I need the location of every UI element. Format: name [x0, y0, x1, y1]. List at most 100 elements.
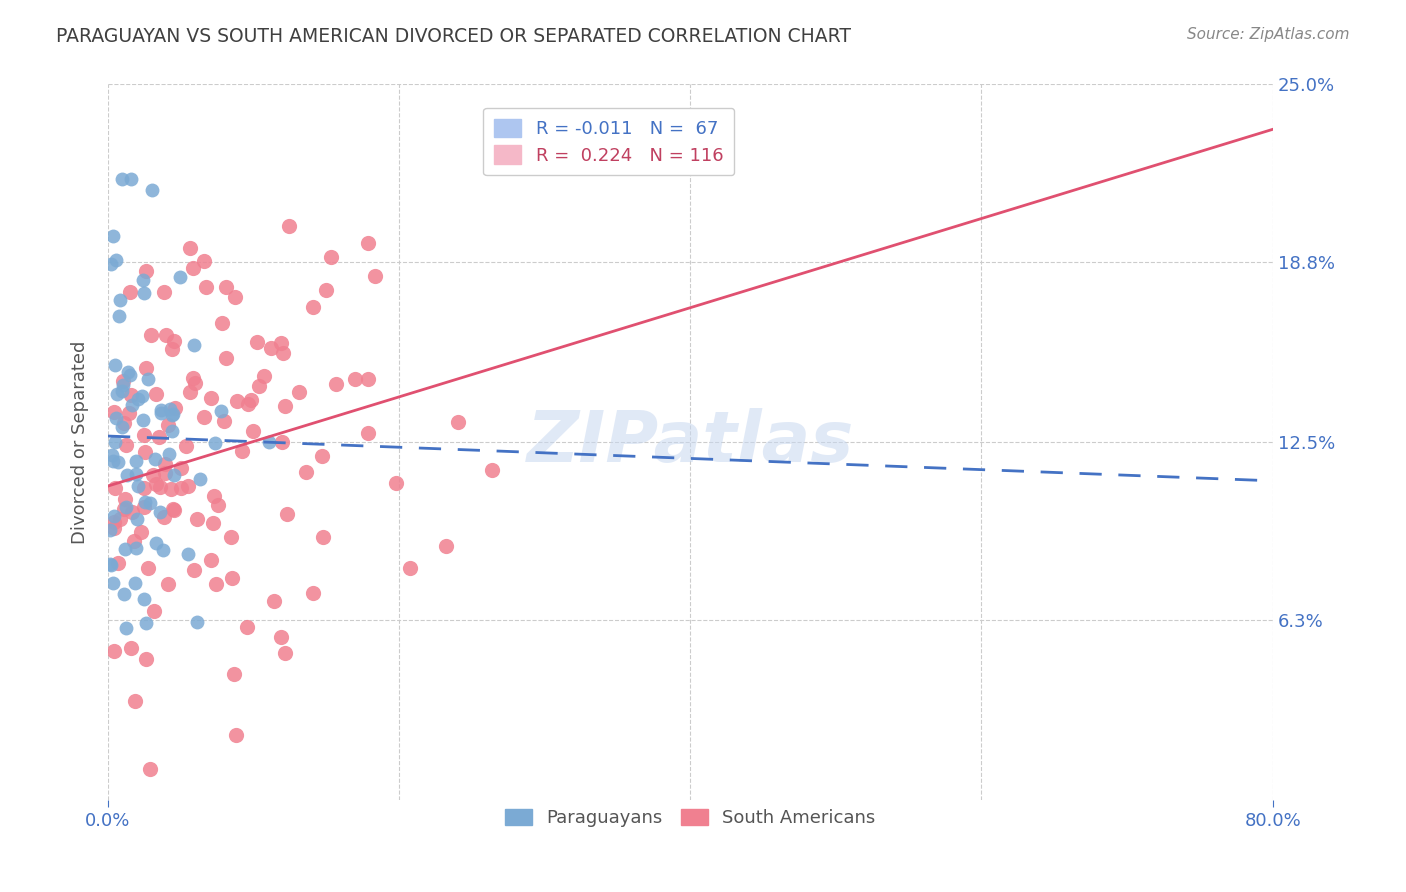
Point: [288, 385, 311, 400]
Point: [163, 502, 186, 516]
Point: [117, 365, 139, 379]
Point: [112, 378, 135, 392]
Point: [124, 576, 146, 591]
Point: [124, 541, 146, 556]
Point: [141, 183, 163, 197]
Point: [149, 505, 172, 519]
Point: [104, 481, 127, 495]
Point: [160, 409, 183, 423]
Point: [135, 615, 157, 630]
Point: [315, 283, 337, 297]
Point: [183, 564, 205, 578]
Point: [183, 376, 205, 390]
Point: [156, 418, 179, 433]
Point: [325, 376, 347, 391]
Point: [132, 591, 155, 606]
Point: [160, 342, 183, 356]
Point: [127, 479, 149, 493]
Point: [273, 399, 295, 413]
Point: [174, 439, 197, 453]
Point: [204, 577, 226, 591]
Point: [101, 228, 124, 243]
Text: Source: ZipAtlas.com: Source: ZipAtlas.com: [1187, 27, 1350, 42]
Point: [111, 384, 134, 398]
Point: [111, 374, 134, 388]
Point: [225, 394, 247, 409]
Point: [356, 426, 378, 441]
Point: [186, 615, 208, 630]
Point: [311, 450, 333, 464]
Point: [129, 525, 152, 540]
Point: [103, 405, 125, 419]
Point: [246, 335, 269, 350]
Point: [162, 502, 184, 516]
Point: [134, 445, 156, 459]
Point: [134, 285, 156, 300]
Point: [344, 372, 367, 386]
Point: [319, 250, 342, 264]
Point: [131, 413, 153, 427]
Point: [101, 575, 124, 590]
Point: [259, 434, 281, 449]
Point: [143, 452, 166, 467]
Point: [153, 457, 176, 471]
Point: [225, 728, 247, 742]
Point: [177, 547, 200, 561]
Point: [100, 257, 122, 271]
Point: [98, 557, 121, 571]
Point: [122, 533, 145, 548]
Point: [278, 219, 301, 234]
Point: [301, 586, 323, 600]
Point: [100, 558, 122, 573]
Point: [434, 539, 457, 553]
Point: [247, 378, 270, 392]
Point: [132, 428, 155, 442]
Point: [101, 448, 124, 462]
Point: [204, 436, 226, 450]
Point: [114, 542, 136, 557]
Point: [200, 391, 222, 405]
Point: [139, 328, 162, 343]
Point: [112, 501, 135, 516]
Point: [107, 556, 129, 570]
Point: [399, 561, 422, 575]
Point: [163, 467, 186, 482]
Point: [104, 358, 127, 372]
Point: [115, 467, 138, 482]
Point: [121, 505, 143, 519]
Point: [260, 342, 283, 356]
Point: [302, 300, 325, 314]
Point: [239, 393, 262, 408]
Point: [193, 409, 215, 424]
Point: [153, 509, 176, 524]
Point: [170, 481, 193, 495]
Point: [221, 571, 243, 585]
Point: [179, 384, 201, 399]
Point: [112, 587, 135, 601]
Point: [447, 415, 470, 429]
Point: [115, 622, 138, 636]
Point: [162, 407, 184, 421]
Point: [235, 620, 257, 634]
Point: [105, 410, 128, 425]
Point: [202, 489, 225, 503]
Point: [134, 481, 156, 495]
Text: ZIPatlas: ZIPatlas: [527, 408, 853, 477]
Point: [136, 372, 159, 386]
Point: [120, 387, 142, 401]
Point: [155, 328, 177, 343]
Point: [150, 403, 173, 417]
Point: [163, 401, 186, 415]
Point: [311, 530, 333, 544]
Point: [138, 560, 160, 574]
Point: [118, 285, 141, 299]
Point: [145, 535, 167, 549]
Point: [134, 495, 156, 509]
Point: [163, 334, 186, 348]
Point: [127, 392, 149, 406]
Point: [149, 406, 172, 420]
Point: [103, 515, 125, 529]
Point: [177, 479, 200, 493]
Text: PARAGUAYAN VS SOUTH AMERICAN DIVORCED OR SEPARATED CORRELATION CHART: PARAGUAYAN VS SOUTH AMERICAN DIVORCED OR…: [56, 27, 851, 45]
Point: [481, 463, 503, 477]
